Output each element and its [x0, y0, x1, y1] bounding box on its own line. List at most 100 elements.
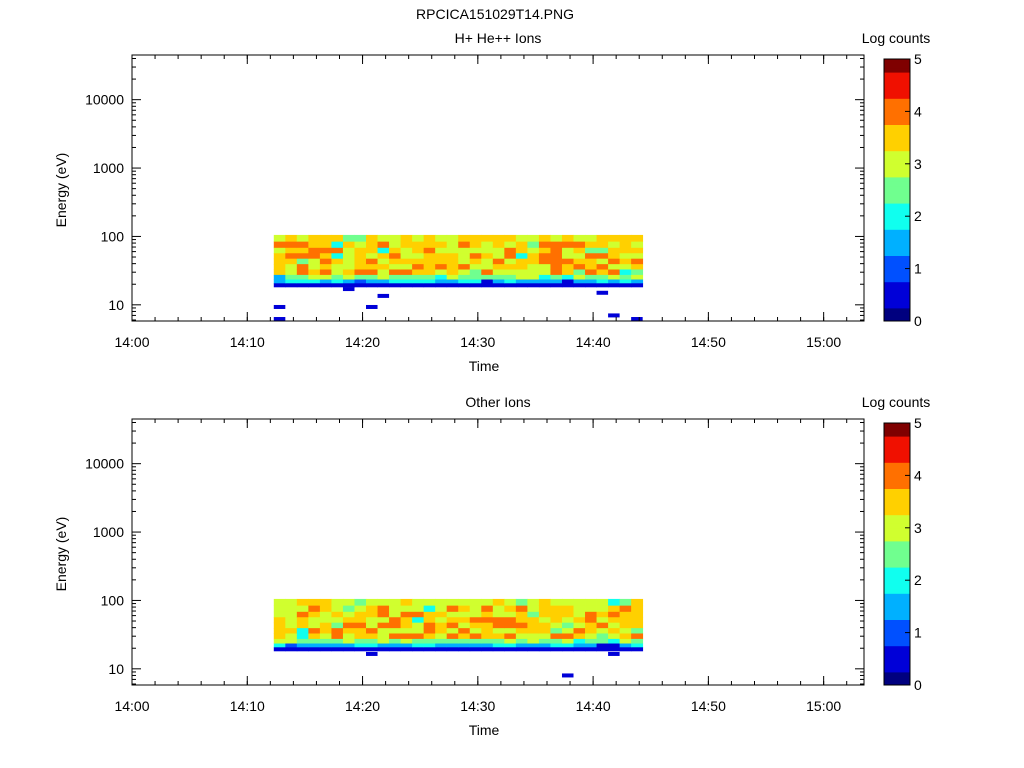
- bottom-cell: [538, 605, 551, 613]
- bottom-colorbar-label: Log counts: [862, 394, 931, 410]
- top-colorbar-segment: [884, 67, 910, 73]
- bottom-cell-edge: [492, 647, 505, 652]
- top-cell: [573, 234, 586, 243]
- top-cell: [596, 258, 609, 265]
- top-cell-edge: [585, 283, 597, 288]
- bottom-cell: [423, 617, 436, 624]
- bottom-cell: [435, 622, 448, 629]
- bottom-cell: [573, 638, 586, 644]
- top-cell: [469, 274, 482, 280]
- bottom-cell: [585, 611, 597, 618]
- bottom-cell: [400, 622, 413, 629]
- top-cell: [423, 274, 436, 280]
- bottom-cell: [515, 622, 528, 629]
- top-cell-edge: [423, 283, 436, 288]
- bottom-cell: [481, 605, 494, 613]
- bottom-cell: [527, 633, 540, 640]
- top-cell: [389, 234, 401, 243]
- top-cell: [515, 279, 528, 284]
- bottom-cell: [435, 617, 448, 624]
- bottom-cell: [596, 605, 609, 613]
- bottom-cell-edge: [296, 647, 309, 652]
- bottom-colorbar-segment: [884, 431, 910, 437]
- top-cell: [492, 253, 505, 260]
- top-cell: [515, 247, 528, 254]
- top-cell: [389, 247, 401, 254]
- bottom-x-axis-label: Time: [469, 722, 500, 738]
- bottom-cell: [550, 617, 563, 624]
- top-cell-edge: [435, 283, 448, 288]
- top-colorbar-segment: [884, 80, 910, 86]
- top-cell: [354, 253, 367, 260]
- top-cell: [389, 241, 401, 249]
- top-cell: [354, 279, 367, 284]
- top-cell: [308, 269, 321, 276]
- bottom-cell: [377, 643, 390, 648]
- bottom-colorbar-segment: [884, 558, 910, 564]
- bottom-cell: [469, 643, 482, 648]
- bottom-x-tick-label: 14:20: [345, 698, 380, 714]
- top-cell: [366, 253, 378, 260]
- top-cell: [561, 279, 574, 284]
- top-cell: [538, 279, 551, 284]
- top-cell: [619, 247, 632, 254]
- bottom-cell: [469, 605, 482, 613]
- bottom-cell: [308, 605, 321, 613]
- top-cell: [458, 253, 471, 260]
- bottom-cell: [366, 633, 378, 640]
- bottom-cell: [458, 622, 471, 629]
- top-cell: [608, 234, 621, 243]
- bottom-cell: [400, 598, 413, 607]
- bottom-cell: [492, 622, 505, 629]
- top-y-axis-label: Energy (eV): [53, 153, 69, 228]
- bottom-cell: [527, 611, 540, 618]
- top-colorbar-segment: [884, 211, 910, 217]
- top-cell: [412, 274, 425, 280]
- bottom-colorbar-segment: [884, 654, 910, 660]
- top-cell: [446, 279, 459, 284]
- bottom-cell: [550, 628, 563, 634]
- bottom-cell: [608, 611, 621, 618]
- bottom-cell: [458, 643, 471, 648]
- top-cell: [492, 274, 505, 280]
- bottom-cell: [285, 598, 298, 607]
- top-cell: [515, 264, 528, 270]
- bottom-colorbar-segment: [884, 423, 910, 428]
- bottom-colorbar-segment: [884, 667, 910, 673]
- top-cell: [435, 279, 448, 284]
- top-cell-edge: [331, 283, 344, 288]
- top-cell: [538, 269, 551, 276]
- bottom-cell: [273, 622, 286, 629]
- bottom-colorbar-segment: [884, 575, 910, 581]
- top-colorbar-segment: [884, 264, 910, 270]
- bottom-colorbar-segment: [884, 527, 910, 533]
- bottom-cell: [423, 605, 436, 613]
- bottom-colorbar-segment: [884, 567, 910, 572]
- top-x-tick-label: 14:20: [345, 334, 380, 350]
- bottom-cell: [619, 605, 632, 613]
- top-cell: [596, 274, 609, 280]
- top-cell: [573, 241, 586, 249]
- top-cell: [412, 241, 425, 249]
- top-cell: [412, 247, 425, 254]
- top-x-tick-label: 15:00: [806, 334, 841, 350]
- bottom-cell: [481, 628, 494, 634]
- bottom-colorbar-segment: [884, 519, 910, 524]
- top-colorbar-segment: [884, 159, 910, 165]
- bottom-cell: [366, 598, 378, 607]
- top-cell: [631, 247, 644, 254]
- top-cell-edge: [573, 283, 586, 288]
- top-cell: [435, 269, 448, 276]
- bottom-cell: [377, 611, 390, 618]
- bottom-cell: [296, 643, 309, 648]
- bottom-cell: [446, 638, 459, 644]
- bottom-cell: [550, 638, 563, 644]
- bottom-cell-edge: [481, 647, 494, 652]
- bottom-cell: [527, 605, 540, 613]
- bottom-cell: [596, 633, 609, 640]
- bottom-cell: [285, 617, 298, 624]
- top-cell: [585, 241, 597, 249]
- top-cell: [285, 269, 298, 276]
- bottom-cell: [596, 598, 609, 607]
